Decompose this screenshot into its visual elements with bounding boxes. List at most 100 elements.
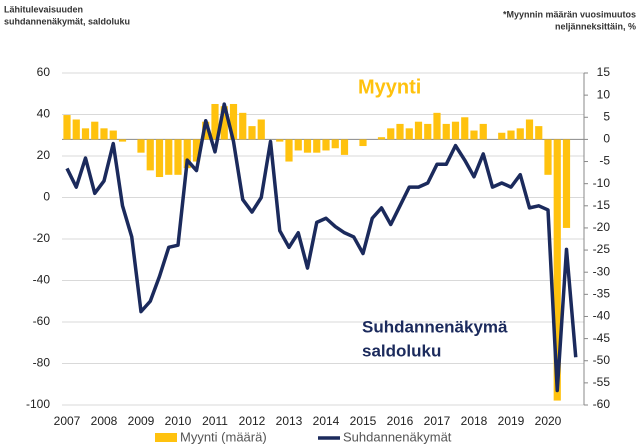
x-tick-label: 2017: [424, 414, 451, 428]
bar: [562, 139, 571, 228]
bar: [461, 117, 469, 140]
x-tick-label: 2010: [165, 414, 192, 428]
bar: [137, 139, 145, 153]
bar: [165, 139, 173, 175]
bar: [377, 137, 386, 140]
y2-tick-label: -45: [593, 331, 611, 345]
x-tick-label: 2019: [498, 414, 525, 428]
bar: [331, 139, 339, 149]
bar: [202, 121, 210, 140]
annotation: Suhdannenäkymä: [362, 317, 508, 336]
legend-label: Suhdannenäkymät: [343, 429, 452, 444]
y-tick-label: -60: [33, 314, 51, 328]
bar: [109, 130, 117, 140]
annotation: saldoluku: [362, 341, 441, 360]
bar: [340, 139, 349, 155]
bar: [442, 123, 450, 140]
x-tick-label: 2020: [535, 414, 562, 428]
y-axis-label: Lähitulevaisuuden: [4, 4, 83, 14]
bar: [257, 119, 265, 140]
bar: [359, 139, 367, 147]
y-tick-label: -20: [33, 231, 51, 245]
y2-tick-label: -10: [593, 176, 611, 190]
x-tick-label: 2008: [91, 414, 118, 428]
y2-tick-label: -60: [593, 397, 611, 411]
y2-tick-label: 0: [603, 132, 610, 146]
bar: [155, 139, 164, 178]
x-tick-label: 2016: [387, 414, 414, 428]
bar: [322, 139, 330, 151]
bar: [544, 139, 552, 175]
bar: [63, 115, 71, 140]
y2-axis-label: neljänneksittäin, %: [555, 21, 636, 31]
x-tick-label: 2009: [128, 414, 155, 428]
bar: [396, 123, 404, 140]
bar: [174, 139, 182, 175]
bar: [507, 130, 515, 140]
bar: [118, 139, 127, 142]
bar: [239, 112, 247, 140]
y2-tick-label: 15: [597, 65, 611, 79]
x-tick-label: 2018: [461, 414, 488, 428]
bar: [211, 103, 219, 140]
bar: [276, 139, 284, 142]
y2-tick-label: 5: [603, 109, 610, 123]
annotation: Myynti: [358, 76, 421, 98]
bar: [72, 119, 80, 140]
bar: [424, 123, 432, 140]
y-tick-label: -100: [26, 397, 50, 411]
bar: [294, 139, 302, 151]
legend-label: Myynti (määrä): [180, 429, 267, 444]
bar: [285, 139, 293, 162]
y-tick-label: -80: [33, 356, 51, 370]
y2-tick-label: -25: [593, 242, 611, 256]
y-tick-label: -40: [33, 273, 51, 287]
x-tick-label: 2015: [350, 414, 377, 428]
bar: [192, 139, 201, 162]
legend-swatch: [155, 433, 177, 442]
bar: [183, 139, 191, 169]
y2-tick-label: -35: [593, 287, 611, 301]
bar: [91, 121, 99, 140]
y2-tick-label: -15: [593, 198, 611, 212]
x-tick-label: 2013: [276, 414, 303, 428]
x-tick-label: 2014: [313, 414, 340, 428]
y2-tick-label: -30: [593, 264, 611, 278]
y2-tick-label: -40: [593, 309, 611, 323]
bar: [313, 139, 321, 153]
bar: [433, 112, 441, 140]
bar: [516, 128, 524, 140]
y-tick-label: 0: [43, 190, 50, 204]
x-tick-label: 2011: [202, 414, 228, 428]
bar: [387, 128, 395, 140]
bar: [229, 103, 238, 140]
bar: [451, 121, 460, 140]
y2-tick-label: -55: [593, 375, 611, 389]
bar: [405, 128, 413, 140]
bar: [303, 139, 312, 153]
bar: [248, 126, 256, 140]
y2-tick-label: -20: [593, 220, 611, 234]
y2-tick-label: -5: [599, 154, 610, 168]
bar: [553, 139, 561, 401]
bar: [414, 121, 423, 140]
bar: [470, 130, 478, 140]
bar: [100, 128, 108, 140]
bar: [220, 106, 228, 140]
x-tick-label: 2007: [54, 414, 81, 428]
line: [65, 102, 578, 393]
y2-tick-label: 10: [597, 87, 611, 101]
bar: [498, 132, 506, 140]
bar: [81, 128, 90, 140]
y-axis-label: suhdannenäkymät, saldoluku: [4, 16, 130, 26]
bar: [146, 139, 154, 171]
y2-tick-label: -50: [593, 353, 611, 367]
y-tick-label: 40: [37, 107, 51, 121]
y-tick-label: 60: [37, 65, 51, 79]
y2-axis-label: *Myynnin määrän vuosimuutos: [503, 9, 636, 19]
x-tick-label: 2012: [239, 414, 266, 428]
y-tick-label: 20: [37, 148, 51, 162]
bar: [479, 123, 487, 140]
bar: [525, 119, 534, 140]
